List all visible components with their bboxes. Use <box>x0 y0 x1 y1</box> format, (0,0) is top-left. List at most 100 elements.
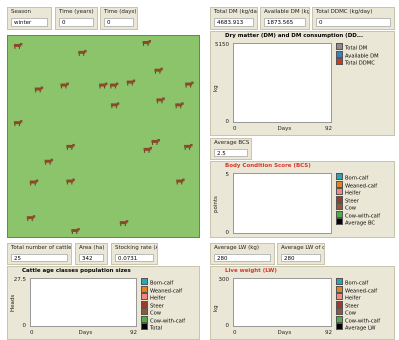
legend-label: Born-calf <box>345 175 369 182</box>
legend-label: Steer <box>150 303 164 309</box>
cow <box>66 143 75 150</box>
monitor: Time (days) 0 <box>100 7 138 30</box>
cow <box>143 146 152 153</box>
cow <box>99 82 108 89</box>
legend-swatch <box>336 58 343 65</box>
legend-entry: Cow-with-calf <box>336 315 381 326</box>
y-min-label: 0 <box>225 323 230 329</box>
legend-entry: Heifer <box>336 188 361 198</box>
monitor-value: 0 <box>104 18 134 27</box>
legend-label: Born-calf <box>150 280 174 287</box>
cow <box>71 228 80 234</box>
monitor: Area (ha) 342 <box>75 243 108 265</box>
monitor-label: Time (years) <box>59 9 94 15</box>
legend-label: Average LW <box>345 325 376 332</box>
x-max-label: 92 <box>325 330 332 336</box>
plot-area <box>233 173 332 234</box>
cow <box>13 42 23 49</box>
y-axis-label: kg <box>213 85 219 92</box>
cow <box>126 79 136 86</box>
monitor-label: Area (ha) <box>79 245 105 251</box>
legend-swatch <box>141 323 148 330</box>
legend-entry: Steer <box>141 300 164 311</box>
legend-swatch <box>141 315 148 323</box>
monitor-label: Time (days) <box>104 9 137 15</box>
monitor: Total DM (kg/day) 4683.913 <box>210 7 258 30</box>
legend-label: Cow-with-calf <box>345 318 381 324</box>
legend-label: Total DM <box>345 45 368 52</box>
legend-label: Heifer <box>345 295 361 302</box>
monitor-label: Available DM (kg/day) <box>264 9 310 15</box>
legend-label: Available DM <box>345 53 379 59</box>
monitor: Average BCS (points) 2.5 <box>210 138 252 160</box>
monitor-value: 4683.913 <box>214 18 254 27</box>
legend-label: Steer <box>345 198 359 204</box>
cow <box>175 102 184 109</box>
legend-swatch <box>141 278 148 285</box>
monitor: Total DDMC (kg/day) 0 <box>312 7 395 30</box>
legend-swatch <box>336 210 343 218</box>
legend-swatch <box>336 285 343 293</box>
monitor-label: Total number of cattle <box>11 245 72 251</box>
cow <box>34 86 44 93</box>
plot: Dry matter (DM) and DM consumption (DD..… <box>210 31 395 136</box>
y-min-label: 0 <box>22 323 27 329</box>
cow <box>78 49 87 56</box>
legend-label: Steer <box>345 303 359 309</box>
monitor-label: Average LW (kg) <box>214 245 260 251</box>
monitor: Season winter <box>7 7 52 30</box>
plot-area <box>30 278 137 327</box>
legend-entry: Weaned-calf <box>336 180 377 191</box>
legend-swatch <box>336 188 343 195</box>
x-axis-label: Days <box>277 126 292 132</box>
legend-label: Cow-with-calf <box>345 213 381 219</box>
legend-entry: Born-calf <box>336 173 368 183</box>
monitor: Stocking rate (AU/ha) 0.0731 <box>111 243 158 265</box>
legend-swatch <box>336 218 343 225</box>
monitor-value: 0.0731 <box>115 254 154 262</box>
legend-entry: Born-calf <box>336 278 368 288</box>
legend-entry: Total <box>141 323 162 333</box>
world-view <box>7 35 200 238</box>
cow <box>66 178 75 185</box>
monitor-value: 280 <box>281 254 321 262</box>
legend-swatch <box>336 278 343 285</box>
cow <box>60 82 69 89</box>
legend-swatch <box>141 285 148 293</box>
legend-label: Born-calf <box>345 280 369 287</box>
legend-entry: Weaned-calf <box>141 285 182 296</box>
plot-title: Dry matter (DM) and DM consumption (DD..… <box>225 33 364 39</box>
y-min-label: 0 <box>225 119 230 125</box>
legend-entry: Average LW <box>336 323 376 333</box>
legend-entry: Steer <box>336 195 359 206</box>
legend-swatch <box>141 300 148 308</box>
legend-label: Cow <box>345 310 357 317</box>
plot-area <box>233 278 332 327</box>
x-max-label: 92 <box>325 126 332 132</box>
cow <box>142 40 152 46</box>
plot-title: Cattle age classes population sizes <box>22 268 131 274</box>
monitor-value: 25 <box>11 254 68 262</box>
y-max-label: 5150 <box>215 42 229 48</box>
plot: Cattle age classes population sizes 27.5 0… <box>7 266 200 340</box>
legend-label: Total <box>150 325 163 332</box>
legend-label: Cow <box>150 310 162 317</box>
legend-entry: Steer <box>336 300 359 311</box>
y-axis-label: Heads <box>10 294 16 312</box>
legend-entry: Available DM <box>336 50 379 61</box>
legend-swatch <box>336 195 343 203</box>
legend-swatch <box>336 315 343 323</box>
monitor-label: Stocking rate (AU/ha) <box>115 245 157 251</box>
x-min-label: 0 <box>233 126 237 132</box>
legend-label: Average BC <box>345 220 376 227</box>
monitor-label: Season <box>11 9 31 15</box>
legend-label: Cow-with-calf <box>150 318 186 324</box>
cow <box>156 97 165 104</box>
monitor-value: 342 <box>79 254 104 262</box>
legend-entry: Heifer <box>336 293 361 303</box>
x-max-label: 92 <box>130 330 137 336</box>
legend-entry: Total DM <box>336 43 367 53</box>
legend-swatch <box>336 173 343 180</box>
legend-swatch <box>336 308 343 315</box>
